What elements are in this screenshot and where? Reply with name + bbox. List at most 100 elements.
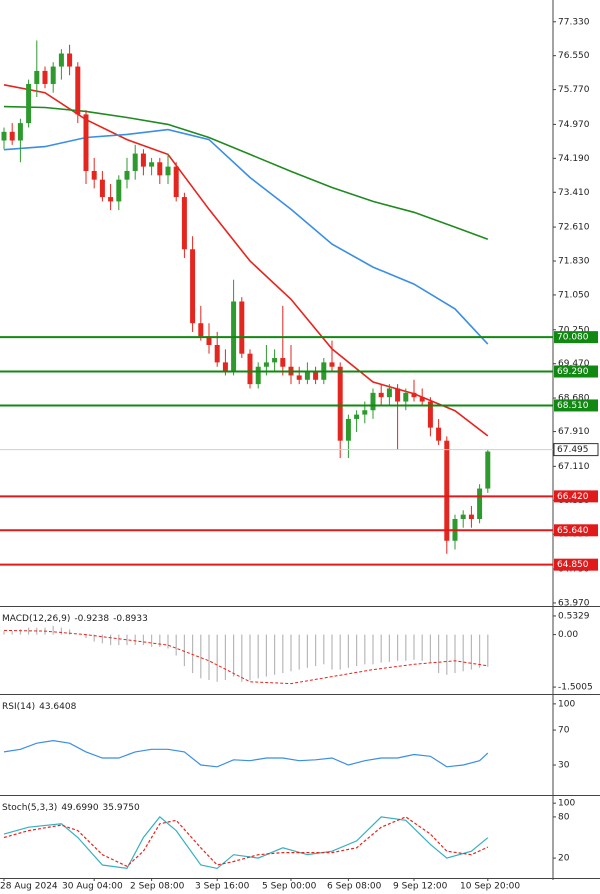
y-tick-label: 0.5329 bbox=[558, 611, 590, 621]
y-tick-label: 20 bbox=[558, 854, 570, 864]
level-label: 64.850 bbox=[557, 560, 589, 570]
candle-body bbox=[140, 153, 146, 167]
candle-body bbox=[222, 362, 228, 372]
candle-body bbox=[83, 114, 89, 171]
y-tick-label: 77.330 bbox=[558, 17, 590, 27]
candle-body bbox=[99, 179, 105, 198]
candle-body bbox=[255, 366, 261, 385]
candle-body bbox=[173, 166, 179, 198]
level-label: 68.510 bbox=[557, 401, 589, 411]
candle-body bbox=[329, 362, 335, 367]
last-price-box bbox=[553, 443, 599, 457]
x-tick-label: 2 Sep 08:00 bbox=[130, 882, 185, 892]
level-label: 70.080 bbox=[557, 333, 589, 343]
indicator-value: 49.6990 bbox=[61, 803, 98, 813]
indicator-header: Stoch(5,3,3) 49.6990 35.9750 bbox=[2, 803, 140, 813]
candle-body bbox=[345, 418, 351, 441]
candle-body bbox=[370, 392, 376, 411]
candle-body bbox=[58, 53, 64, 67]
candle-body bbox=[444, 440, 450, 541]
candle-body bbox=[485, 451, 491, 489]
candle-body bbox=[67, 53, 73, 67]
indicator-value: MACD(12,26,9) bbox=[2, 614, 70, 624]
candle-body bbox=[124, 170, 130, 180]
candle-body bbox=[91, 170, 97, 180]
candle-body bbox=[247, 353, 253, 385]
candle-body bbox=[378, 392, 384, 398]
indicator-value: 43.6408 bbox=[39, 702, 76, 712]
x-tick-label: 10 Sep 20:00 bbox=[460, 882, 520, 892]
candle-body bbox=[1, 131, 7, 141]
y-tick-label: 69.470 bbox=[558, 359, 590, 369]
x-tick-label: 3 Sep 16:00 bbox=[195, 882, 250, 892]
indicator-line bbox=[3, 816, 489, 868]
candle-body bbox=[132, 153, 138, 171]
level-box bbox=[554, 558, 598, 571]
candle-body bbox=[149, 162, 155, 167]
indicator-header: RSI(14) 43.6408 bbox=[2, 702, 77, 712]
candle-body bbox=[9, 131, 15, 141]
indicator-value: -0.9238 bbox=[74, 614, 109, 624]
x-tick-label: 9 Sep 12:00 bbox=[393, 882, 448, 892]
x-tick-label: 6 Sep 08:00 bbox=[327, 882, 382, 892]
last-price-label: 67.495 bbox=[557, 445, 589, 455]
indicator-line bbox=[3, 629, 488, 685]
y-tick-label: 80 bbox=[558, 812, 570, 822]
candle-body bbox=[386, 388, 392, 398]
candle-body bbox=[460, 514, 466, 519]
y-tick-label: 70.250 bbox=[558, 325, 590, 335]
x-tick-label: 28 Aug 2024 bbox=[0, 882, 58, 892]
candle-body bbox=[17, 123, 23, 141]
level-label: 69.290 bbox=[557, 367, 589, 377]
candle-body bbox=[296, 375, 302, 380]
y-tick-label: 73.410 bbox=[558, 188, 590, 198]
candle-body bbox=[272, 358, 278, 363]
level-box bbox=[554, 490, 598, 503]
level-box bbox=[554, 331, 598, 344]
y-tick-label: 74.190 bbox=[558, 154, 590, 164]
y-tick-label: 63.970 bbox=[558, 598, 590, 608]
candle-body bbox=[34, 70, 40, 84]
candle-body bbox=[50, 66, 56, 84]
candle-body bbox=[395, 388, 401, 402]
y-tick-label: 0.00 bbox=[558, 630, 578, 640]
level-box bbox=[554, 399, 598, 412]
indicator-line bbox=[3, 739, 489, 768]
candle-body bbox=[304, 371, 310, 380]
indicator-line bbox=[3, 816, 489, 870]
y-tick-label: 100 bbox=[558, 799, 575, 809]
candle-body bbox=[157, 162, 163, 176]
candle-body bbox=[198, 323, 204, 337]
candle-body bbox=[427, 401, 433, 428]
x-tick-label: 30 Aug 04:00 bbox=[62, 882, 123, 892]
candle-body bbox=[436, 427, 442, 441]
indicator-value: Stoch(5,3,3) bbox=[2, 803, 57, 813]
candle-body bbox=[477, 488, 483, 519]
y-tick-label: 68.680 bbox=[558, 394, 590, 404]
candle-body bbox=[263, 362, 269, 367]
y-tick-label: -1.5005 bbox=[558, 683, 593, 693]
y-tick-label: 76.550 bbox=[558, 51, 590, 61]
level-box bbox=[554, 365, 598, 378]
candle-body bbox=[26, 83, 32, 124]
y-tick-label: 71.830 bbox=[558, 257, 590, 267]
candle-body bbox=[190, 249, 196, 324]
y-tick-label: 70 bbox=[558, 726, 570, 736]
level-label: 65.640 bbox=[557, 526, 589, 536]
y-tick-label: 74.970 bbox=[558, 120, 590, 130]
candle-body bbox=[419, 397, 425, 402]
candle-body bbox=[42, 70, 48, 84]
candle-body bbox=[239, 301, 245, 354]
candle-body bbox=[181, 197, 187, 250]
candle-body bbox=[468, 514, 474, 519]
y-tick-label: 67.910 bbox=[558, 427, 590, 437]
indicator-value: 35.9750 bbox=[103, 803, 140, 813]
indicator-header: MACD(12,26,9) -0.9238 -0.8933 bbox=[2, 614, 148, 624]
candle-body bbox=[116, 179, 122, 202]
candle-body bbox=[362, 410, 368, 415]
candle-body bbox=[75, 66, 81, 115]
y-tick-label: 100 bbox=[558, 699, 575, 709]
y-tick-label: 71.050 bbox=[558, 290, 590, 300]
candle-body bbox=[165, 166, 171, 176]
